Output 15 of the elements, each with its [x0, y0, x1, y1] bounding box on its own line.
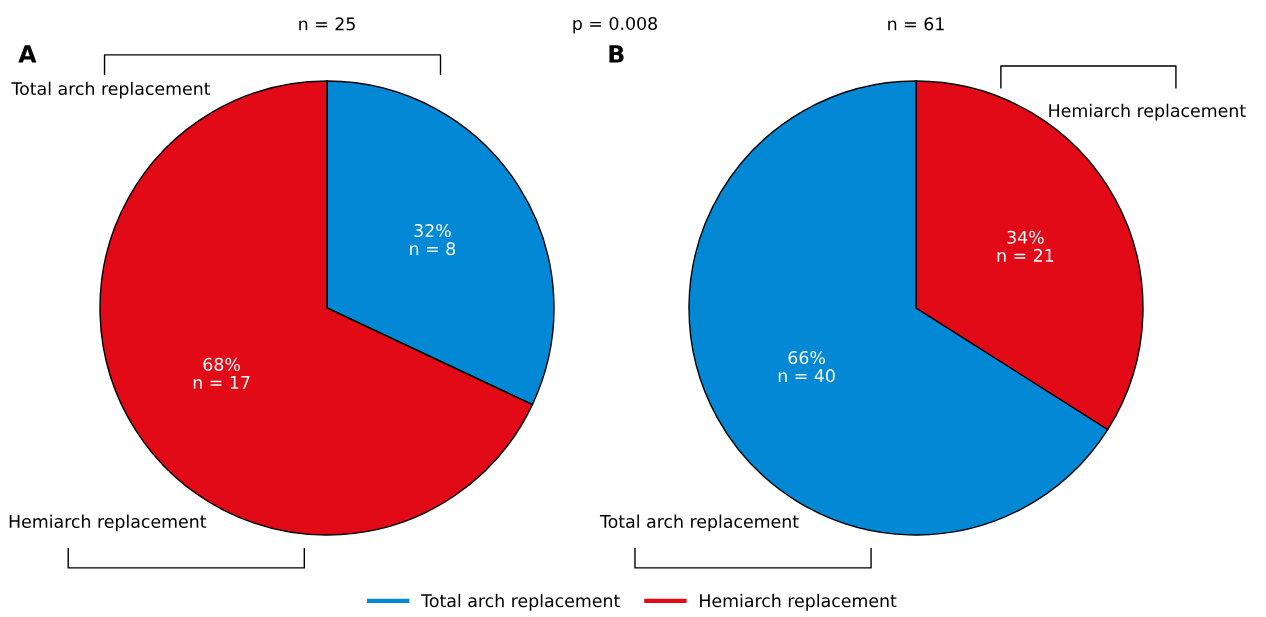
- legend-label: Total arch replacement: [421, 593, 620, 611]
- chart-subtitle: n = 61: [888, 17, 944, 31]
- data-label: 34% n = 21: [997, 230, 1054, 262]
- legend-label: Hemiarch replacement: [700, 593, 897, 611]
- slice-label: Hemiarch replacement: [9, 514, 207, 532]
- data-label: 32% n = 8: [410, 223, 456, 256]
- text: p = 0.008: [573, 16, 657, 34]
- slice-label: Hemiarch replacement: [1049, 103, 1246, 121]
- slice-label: Total arch replacement: [599, 514, 799, 532]
- chart-title: B: [609, 45, 624, 63]
- category-label: Total arch replacement: [11, 81, 211, 99]
- data-label: 68% n = 17: [193, 357, 250, 389]
- chart-title: A: [18, 45, 37, 63]
- data-label: 66% n = 40: [778, 350, 835, 383]
- chart-subtitle: n = 25: [299, 17, 355, 31]
